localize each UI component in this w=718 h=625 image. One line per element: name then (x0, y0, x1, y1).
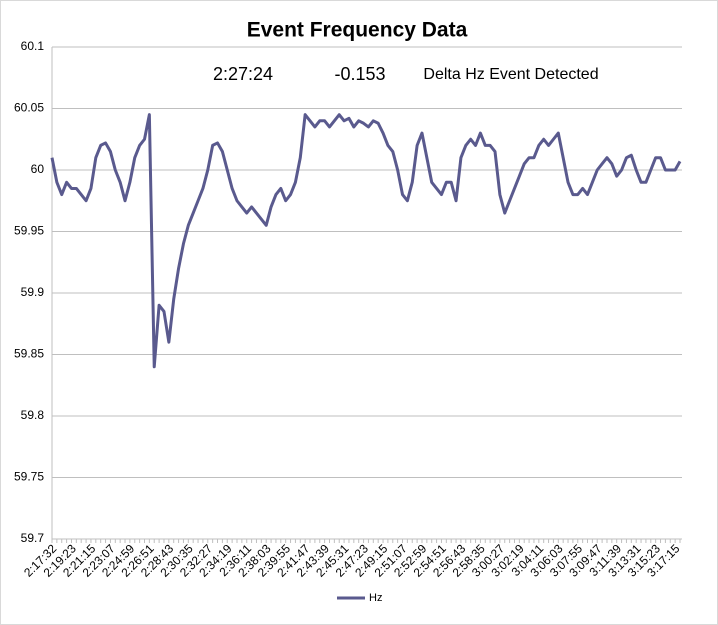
chart-title: Event Frequency Data (247, 19, 468, 42)
y-tick-label: 60 (31, 162, 45, 176)
y-tick-label: 60.1 (21, 39, 45, 53)
annotation: -0.153 (334, 64, 385, 84)
y-tick-label: 59.9 (21, 285, 45, 299)
y-tick-label: 59.95 (14, 224, 44, 238)
y-tick-label: 59.85 (14, 347, 44, 361)
annotation: Delta Hz Event Detected (423, 66, 598, 83)
legend-label: Hz (369, 592, 382, 604)
y-tick-label: 59.75 (14, 470, 44, 484)
series-line (50, 113, 682, 369)
y-tick-label: 59.7 (21, 531, 45, 545)
y-tick-label: 60.05 (14, 101, 44, 115)
y-tick-label: 59.8 (21, 408, 45, 422)
annotation: 2:27:24 (213, 64, 273, 84)
